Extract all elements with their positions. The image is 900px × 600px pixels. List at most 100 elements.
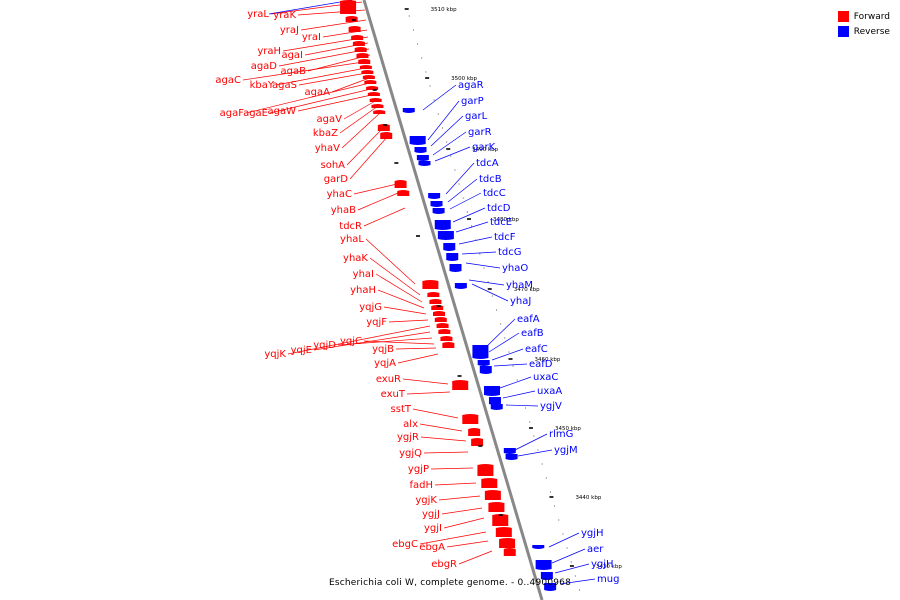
forward-gene-label[interactable]: sohA (320, 160, 345, 171)
forward-gene-feature[interactable] (351, 35, 364, 40)
forward-gene-feature[interactable] (477, 464, 494, 476)
reverse-gene-label[interactable]: agaR (458, 80, 484, 91)
reverse-gene-label[interactable]: tdcC (483, 188, 506, 199)
reverse-gene-feature[interactable] (449, 264, 462, 272)
forward-gene-label[interactable]: kbaZ (313, 128, 338, 139)
forward-gene-feature[interactable] (340, 0, 357, 14)
forward-gene-label[interactable]: agaV (317, 114, 343, 125)
forward-gene-label[interactable]: yqjE (291, 345, 312, 356)
reverse-gene-feature[interactable] (472, 345, 489, 359)
reverse-gene-feature[interactable] (535, 560, 552, 570)
forward-gene-label[interactable]: agaD (251, 61, 278, 72)
forward-gene-label[interactable]: agaB (281, 66, 307, 77)
forward-gene-feature[interactable] (356, 53, 369, 58)
reverse-gene-feature[interactable] (483, 386, 500, 396)
forward-gene-label[interactable]: agaF (220, 108, 245, 119)
forward-gene-feature[interactable] (352, 41, 365, 46)
forward-gene-feature[interactable] (371, 104, 384, 108)
forward-gene-label[interactable]: yraK (273, 10, 296, 21)
forward-gene-label[interactable]: sstT (391, 404, 412, 415)
forward-gene-label[interactable]: yhaB (331, 205, 356, 216)
forward-gene-feature[interactable] (436, 323, 449, 328)
forward-gene-feature[interactable] (499, 538, 516, 548)
forward-gene-label[interactable]: yqjA (374, 358, 396, 369)
forward-gene-label[interactable]: yqjC (340, 336, 362, 347)
forward-gene-label[interactable]: yhaK (343, 253, 368, 264)
forward-gene-feature[interactable] (359, 65, 372, 69)
forward-gene-label[interactable]: ygjJ (422, 509, 440, 520)
forward-gene-feature[interactable] (495, 527, 512, 537)
reverse-gene-feature[interactable] (432, 208, 445, 214)
forward-gene-feature[interactable] (427, 292, 440, 297)
reverse-gene-label[interactable]: garR (468, 127, 492, 138)
reverse-gene-label[interactable]: garP (461, 96, 484, 107)
reverse-gene-label[interactable]: mug (597, 574, 619, 585)
reverse-gene-label[interactable]: eafC (525, 344, 548, 355)
forward-gene-label[interactable]: yraH (257, 46, 281, 57)
reverse-gene-label[interactable]: ygjV (540, 401, 562, 412)
forward-gene-label[interactable]: ygjK (415, 495, 437, 506)
forward-gene-feature[interactable] (442, 342, 455, 348)
forward-gene-label[interactable]: agaI (281, 50, 303, 61)
reverse-gene-feature[interactable] (544, 583, 557, 591)
forward-gene-feature[interactable] (440, 336, 453, 341)
forward-gene-feature[interactable] (397, 190, 410, 196)
forward-gene-feature[interactable] (354, 47, 367, 52)
forward-gene-label[interactable]: exuR (376, 374, 401, 385)
reverse-gene-label[interactable]: tdcF (494, 232, 516, 243)
forward-gene-feature[interactable] (373, 110, 386, 114)
reverse-gene-feature[interactable] (414, 147, 427, 153)
reverse-gene-label[interactable]: tdcA (476, 158, 499, 169)
reverse-gene-feature[interactable] (477, 360, 490, 366)
forward-gene-feature[interactable] (492, 514, 509, 526)
reverse-gene-label[interactable]: garL (465, 111, 488, 122)
forward-gene-label[interactable]: yhaV (315, 143, 340, 154)
forward-gene-label[interactable]: ebgA (419, 542, 445, 553)
reverse-gene-feature[interactable] (418, 161, 431, 166)
reverse-gene-feature[interactable] (488, 397, 501, 405)
forward-gene-feature[interactable] (429, 299, 442, 304)
forward-gene-label[interactable]: ebgR (431, 559, 457, 570)
reverse-gene-feature[interactable] (454, 283, 467, 289)
forward-gene-feature[interactable] (462, 414, 479, 424)
forward-gene-feature[interactable] (345, 16, 358, 22)
reverse-gene-feature[interactable] (430, 201, 443, 207)
reverse-gene-label[interactable]: eafA (517, 314, 540, 325)
reverse-gene-label[interactable]: ygjM (554, 445, 578, 456)
reverse-gene-label[interactable]: aer (587, 544, 604, 555)
reverse-gene-label[interactable]: yhaM (506, 280, 533, 291)
forward-gene-label[interactable]: yqjG (359, 302, 382, 313)
forward-gene-label[interactable]: agaC (215, 75, 241, 86)
reverse-gene-feature[interactable] (446, 253, 459, 261)
reverse-gene-feature[interactable] (505, 454, 518, 460)
reverse-gene-label[interactable]: tdcG (498, 247, 522, 258)
forward-gene-label[interactable]: kbaY (250, 80, 275, 91)
forward-gene-feature[interactable] (394, 180, 407, 188)
forward-gene-label[interactable]: exuT (381, 389, 406, 400)
reverse-gene-feature[interactable] (490, 404, 503, 410)
reverse-gene-feature[interactable] (402, 108, 415, 113)
forward-gene-feature[interactable] (361, 70, 374, 74)
reverse-gene-label[interactable]: tdcE (490, 217, 512, 228)
forward-gene-feature[interactable] (380, 132, 393, 139)
reverse-gene-label[interactable]: uxaC (533, 372, 558, 383)
forward-gene-label[interactable]: yqjF (366, 317, 387, 328)
reverse-gene-label[interactable]: yhaO (502, 263, 528, 274)
reverse-gene-feature[interactable] (479, 366, 492, 374)
forward-gene-feature[interactable] (362, 75, 375, 79)
reverse-gene-feature[interactable] (443, 243, 456, 251)
reverse-gene-feature[interactable] (409, 136, 426, 145)
forward-gene-label[interactable]: yhaC (327, 189, 352, 200)
reverse-gene-label[interactable]: eafB (521, 328, 544, 339)
forward-gene-feature[interactable] (468, 428, 481, 436)
reverse-gene-feature[interactable] (503, 448, 516, 454)
reverse-gene-label[interactable]: uxaA (537, 386, 562, 397)
reverse-gene-feature[interactable] (437, 231, 454, 240)
forward-gene-label[interactable]: agaW (268, 106, 297, 117)
forward-gene-feature[interactable] (481, 478, 498, 488)
reverse-gene-feature[interactable] (532, 545, 545, 549)
reverse-gene-label[interactable]: eafD (529, 359, 553, 370)
reverse-gene-label[interactable]: ygjH (581, 528, 604, 539)
reverse-gene-label[interactable]: tdcB (479, 174, 502, 185)
forward-gene-label[interactable]: yraL (247, 9, 269, 20)
